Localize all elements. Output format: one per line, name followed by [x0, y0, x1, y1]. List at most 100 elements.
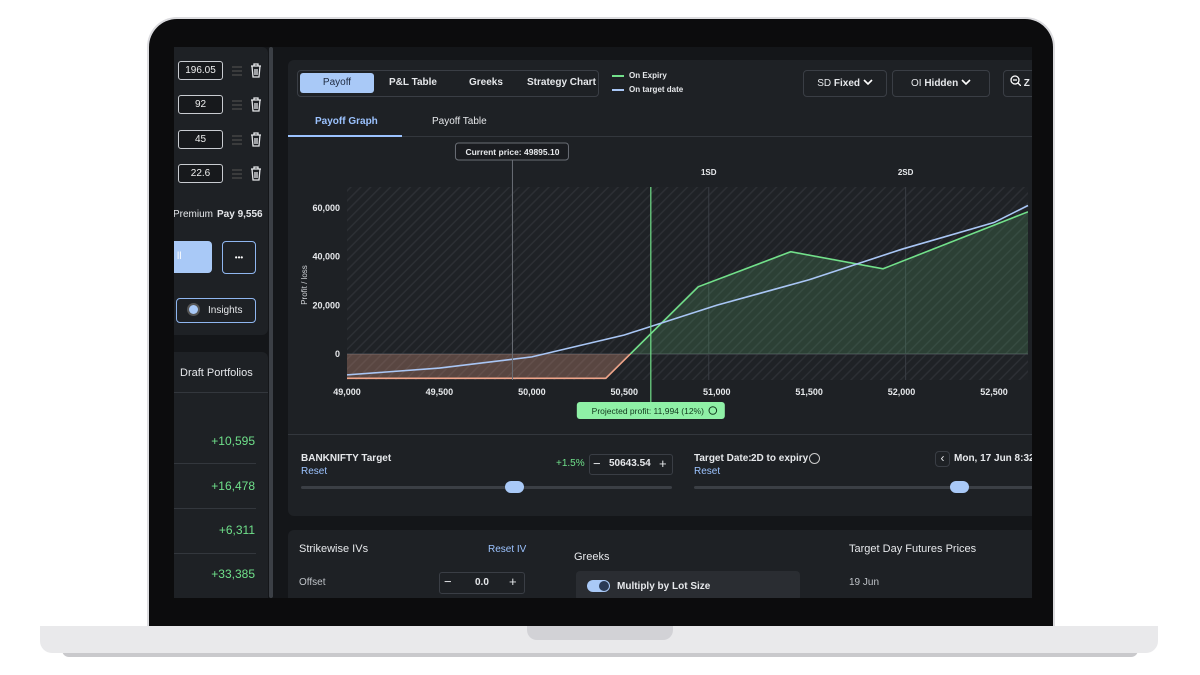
plot-background — [347, 187, 1028, 380]
divider — [174, 463, 256, 464]
subtab-selected[interactable]: Payoff Graph — [315, 116, 378, 127]
x-tick-label: 51,000 — [703, 387, 731, 397]
projected-label: Projected profit: 11,994 (12%) — [592, 406, 704, 416]
current-price-label: Current price: 49895.10 — [465, 147, 559, 157]
draft-value: +6,311 — [218, 523, 255, 537]
leg-input[interactable]: 92 — [178, 95, 223, 114]
insights-button[interactable]: Insights — [176, 298, 256, 323]
tab[interactable]: Greeks — [469, 77, 503, 88]
legend-swatch — [612, 75, 624, 77]
more-button[interactable]: ••• — [222, 241, 256, 274]
tab[interactable]: Strategy Chart — [527, 77, 596, 88]
date-prev[interactable]: ‹ — [935, 451, 950, 467]
loss-area — [347, 353, 631, 379]
draft-value: +33,385 — [211, 567, 255, 581]
zoom-button[interactable]: Z — [1003, 70, 1032, 97]
toggle-knob — [599, 581, 609, 591]
leg-input[interactable]: 45 — [178, 130, 223, 149]
chevron — [863, 79, 873, 86]
x-tick-label: 50,000 — [518, 387, 546, 397]
premium-label: Premium — [173, 209, 214, 220]
offset-plus[interactable]: + — [509, 574, 517, 589]
target-stepper — [589, 454, 673, 475]
target-input[interactable]: 50643.54 — [609, 458, 651, 469]
current-price-box — [454, 142, 569, 161]
drafts-panel — [174, 352, 268, 598]
subtab[interactable]: Payoff Table — [432, 116, 487, 127]
leg-icons — [232, 63, 262, 181]
date-reset[interactable]: Reset — [694, 466, 721, 477]
toggle-switch[interactable] — [587, 580, 610, 592]
sd-label: SD — [817, 78, 832, 89]
offset-label: Offset — [299, 577, 326, 588]
legend-swatch — [612, 89, 624, 91]
button-text: ll — [177, 251, 182, 262]
greeks-title: Greeks — [574, 551, 610, 563]
trash-icon[interactable] — [250, 63, 262, 181]
target-plus[interactable]: + — [659, 456, 667, 471]
x-tick-label: 50,500 — [611, 387, 639, 397]
leg-input[interactable]: 196.05 — [178, 61, 223, 80]
toggle-label: Multiply by Lot Size — [617, 581, 711, 592]
insights-text: Insights — [208, 305, 243, 316]
tab-selected[interactable] — [300, 73, 374, 93]
slider-track[interactable] — [301, 486, 672, 489]
divider — [174, 392, 268, 393]
slider-track[interactable] — [694, 486, 1032, 489]
date-label: Target Date: — [694, 453, 752, 464]
premium-value: Pay 9,556 — [217, 209, 263, 220]
offset-stepper — [439, 572, 525, 594]
profit-area — [347, 211, 1028, 354]
x-tick-label: 52,000 — [888, 387, 916, 397]
y-tick-label: 40,000 — [312, 252, 340, 262]
menu-icon[interactable] — [232, 66, 242, 179]
y-tick-label: 0 — [335, 349, 340, 359]
series-line — [629, 211, 1028, 354]
offset-minus[interactable]: − — [444, 574, 452, 589]
draft-value: +16,478 — [211, 479, 255, 493]
zoom-label: Z — [1023, 78, 1030, 89]
tab[interactable]: P&L Table — [389, 77, 437, 88]
futures-date: 19 Jun — [849, 577, 880, 588]
scrollbar[interactable] — [269, 47, 273, 598]
ivs-title: Strikewise IVs — [299, 543, 369, 555]
info-icon[interactable] — [809, 453, 820, 464]
slider-knob[interactable] — [505, 481, 524, 493]
drafts-title: Draft Portfolios — [180, 367, 253, 379]
divider — [288, 136, 1032, 137]
target-reset[interactable]: Reset — [301, 466, 328, 477]
sd-dropdown[interactable]: SD Fixed — [803, 70, 887, 97]
x-tick-label: 52,500 — [980, 387, 1008, 397]
reset-iv[interactable]: Reset IV — [488, 544, 527, 555]
chevron — [961, 79, 971, 86]
divider — [174, 508, 256, 509]
laptop-shadow — [62, 650, 1138, 657]
divider — [288, 434, 1032, 435]
slider-knob[interactable] — [950, 481, 969, 493]
help-icon — [708, 406, 718, 415]
tab[interactable]: Payoff — [322, 77, 352, 88]
offset-value[interactable]: 0.0 — [475, 577, 489, 588]
futures-title: Target Day Futures Prices — [849, 543, 977, 555]
toggle-row — [576, 571, 800, 598]
leg-input[interactable]: 22.6 — [178, 164, 223, 183]
date-text: Mon, 17 Jun 8:32 I — [954, 453, 1041, 464]
y-tick-label: 60,000 — [312, 203, 340, 213]
divider — [174, 553, 256, 554]
x-tick-label: 49,500 — [426, 387, 454, 397]
legend-label: On Expiry — [629, 71, 667, 80]
execute-button[interactable]: ll — [174, 241, 212, 273]
target-change: +1.5% — [556, 458, 585, 469]
projected-box — [576, 402, 725, 419]
series-line-loss — [347, 353, 632, 380]
oi-value: Hidden — [924, 78, 959, 89]
tab-group — [297, 70, 599, 97]
oi-dropdown[interactable]: OI Hidden — [892, 70, 990, 97]
legend-label: On target date — [629, 85, 684, 94]
draft-value: +10,595 — [211, 434, 255, 448]
oi-label: OI — [910, 78, 922, 89]
payoff-chart: Profit / loss 0 20,000 40,000 60,000 49,000 4… — [300, 142, 1029, 419]
target-minus[interactable]: − — [593, 456, 601, 471]
